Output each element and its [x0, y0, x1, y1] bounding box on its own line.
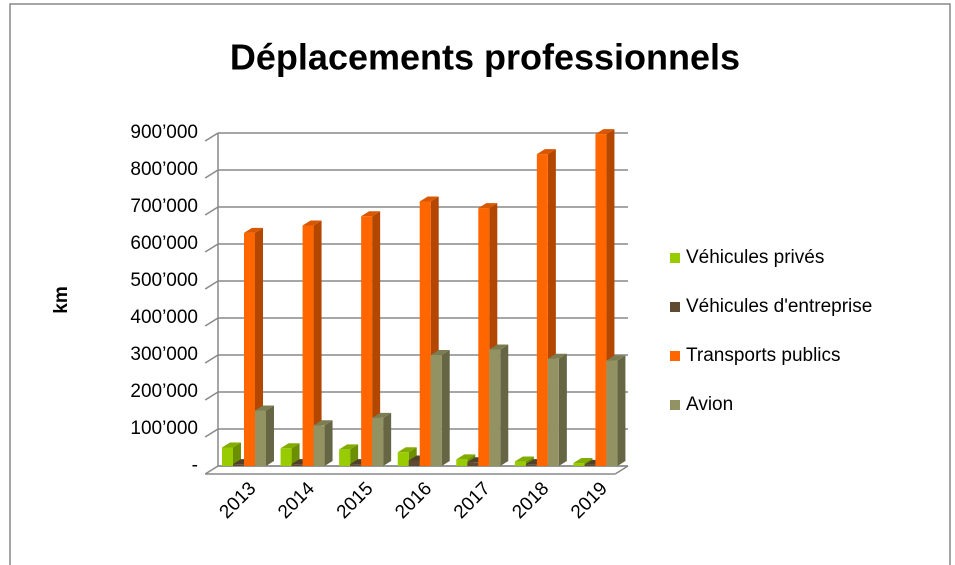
legend-label: Véhicules d'entreprise: [686, 296, 872, 317]
bar: [584, 464, 596, 466]
legend-label: Transports publics: [686, 345, 841, 366]
bar: [339, 449, 351, 466]
bar: [419, 201, 431, 466]
bar: [280, 448, 292, 466]
bar-side: [372, 211, 381, 466]
bar: [313, 425, 325, 466]
bar-top: [244, 227, 263, 233]
bar: [397, 452, 409, 466]
y-tick-label: 300’000: [130, 344, 198, 365]
grid-line-depth: [204, 354, 219, 364]
legend-swatch: [670, 400, 680, 410]
bar: [456, 459, 468, 466]
bar-top: [573, 458, 593, 464]
grid-line-depth: [204, 391, 219, 401]
grid-line-depth: [204, 280, 219, 290]
bar-side: [291, 443, 300, 466]
legend-label: Véhicules privés: [686, 247, 824, 268]
bar-top: [397, 447, 417, 453]
grid-line-depth: [204, 206, 219, 216]
bar: [291, 464, 303, 466]
legend-swatch: [670, 351, 680, 361]
bar-side: [558, 353, 567, 466]
bar-top: [339, 444, 359, 450]
grid-line-depth: [204, 169, 219, 179]
bar: [514, 461, 526, 466]
bar: [478, 208, 490, 467]
bar-top: [302, 220, 322, 226]
bar: [489, 349, 501, 466]
bar: [361, 216, 373, 466]
bar-top: [430, 350, 450, 355]
bar-side: [266, 405, 274, 466]
bar-top: [222, 442, 241, 448]
bar: [467, 462, 479, 466]
bar: [536, 154, 548, 466]
y-tick-label: 800’000: [130, 159, 198, 180]
y-tick-label: 100’000: [130, 418, 198, 439]
bar-top: [361, 211, 381, 217]
bar-top: [280, 443, 300, 449]
legend-label: Avion: [686, 394, 733, 415]
bar-side: [233, 442, 241, 466]
y-axis-label: km: [51, 286, 72, 313]
bar: [408, 460, 420, 466]
bar: [233, 464, 244, 466]
bar-side: [324, 420, 333, 466]
grid-line-depth: [204, 428, 219, 438]
bar-top: [547, 353, 567, 359]
bar-top: [478, 203, 498, 209]
bar-top: [255, 405, 274, 411]
bar: [547, 358, 559, 466]
bar: [595, 134, 607, 467]
bar-side: [500, 344, 509, 466]
bar-top: [606, 355, 626, 361]
legend-swatch: [670, 253, 680, 263]
grid-line-depth: [204, 465, 219, 475]
y-tick-label: 900’000: [130, 122, 198, 143]
bar-top: [489, 344, 509, 350]
bar: [573, 463, 585, 466]
bar-top: [536, 149, 556, 155]
bar-top: [419, 196, 439, 202]
bar-side: [383, 412, 392, 466]
bar: [606, 360, 618, 466]
grid-line-depth: [204, 317, 219, 327]
y-tick-label: 400’000: [130, 307, 198, 328]
bar: [525, 464, 537, 466]
bar-top: [595, 129, 615, 135]
grid-line-depth: [204, 243, 219, 253]
y-tick-label: 500’000: [130, 270, 198, 291]
bar: [255, 410, 266, 466]
bar-side: [441, 350, 450, 466]
bar: [430, 355, 442, 466]
bar-top: [514, 456, 534, 462]
bar: [372, 417, 384, 466]
floor-edge: [614, 465, 629, 475]
y-tick-label: 200’000: [130, 381, 198, 402]
bar: [302, 225, 314, 466]
bar-top: [372, 412, 392, 418]
grid-line-depth: [204, 132, 219, 142]
bar-side: [255, 227, 263, 466]
bar-top: [456, 454, 476, 460]
bar: [222, 447, 233, 466]
y-tick-label: -: [192, 455, 198, 476]
legend-swatch: [670, 302, 680, 312]
bar-side: [313, 220, 322, 466]
y-tick-label: 600’000: [130, 233, 198, 254]
chart-title: Déplacements professionnels: [230, 37, 740, 78]
bar-top: [313, 420, 333, 426]
y-tick-label: 700’000: [130, 196, 198, 217]
bar-side: [617, 355, 626, 466]
bar: [350, 464, 362, 466]
bar: [244, 232, 255, 466]
